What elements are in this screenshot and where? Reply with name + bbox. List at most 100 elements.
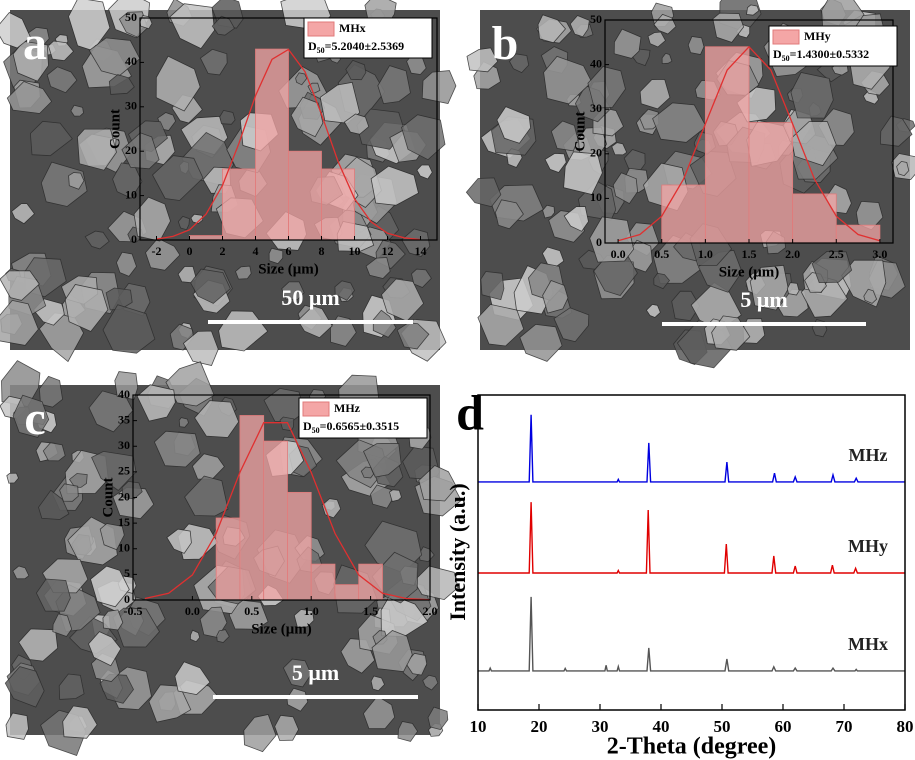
x-axis-label: Size (μm): [719, 264, 780, 280]
x-tick-label: 80: [897, 717, 914, 736]
histogram-bar: [240, 416, 264, 601]
histogram-bar: [662, 185, 706, 243]
histogram-bar: [359, 564, 383, 600]
x-tick-label: 10: [349, 244, 361, 258]
y-axis-label: Count: [100, 477, 116, 517]
x-tick-label: 0.5: [654, 247, 669, 261]
sem-particle: [791, 73, 833, 119]
histogram-bar: [264, 441, 288, 600]
legend-swatch: [773, 30, 799, 44]
x-tick-label: 12: [382, 244, 394, 258]
y-tick-label: 30: [118, 438, 130, 452]
d50-subscript: 50: [317, 46, 325, 55]
x-tick-label: 0.5: [244, 604, 259, 618]
y-tick-label: 5: [124, 566, 130, 580]
x-tick-label: 10: [470, 717, 487, 736]
d50-symbol: D: [303, 419, 312, 433]
x-tick-label: 60: [775, 717, 792, 736]
histogram-bar: [223, 169, 256, 240]
y-tick-label: 30: [125, 99, 137, 113]
x-tick-label: 2.0: [423, 604, 438, 618]
d50-value: =0.6565±0.3515: [320, 419, 399, 433]
y-tick-label: 20: [118, 489, 130, 503]
x-tick-label: 1.5: [742, 247, 757, 261]
y-tick-label: 20: [125, 143, 137, 157]
y-tick-label: 15: [118, 515, 130, 529]
y-tick-label: 0: [124, 592, 130, 606]
series-label: MHz: [849, 445, 888, 465]
x-tick-label: -2: [152, 244, 162, 258]
y-tick-label: 10: [590, 190, 602, 204]
y-tick-label: 25: [118, 464, 130, 478]
histogram-bar: [287, 492, 311, 600]
page: {"chart_data": [ {"type": "histogram", "…: [0, 0, 915, 760]
sem-particle: [6, 713, 29, 739]
y-tick-label: 20: [590, 146, 602, 160]
panel-letter: a: [23, 17, 47, 70]
x-tick-label: 2.5: [829, 247, 844, 261]
sem-particle: [60, 484, 79, 502]
x-tick-label: 8: [319, 244, 325, 258]
y-tick-label: 35: [118, 412, 130, 426]
series-label: MHy: [848, 536, 888, 556]
x-tick-label: 1.0: [698, 247, 713, 261]
legend-swatch: [303, 402, 329, 416]
x-axis-label: Size (μm): [258, 261, 319, 277]
x-tick-label: 0.0: [185, 604, 200, 618]
histogram-bar: [311, 564, 335, 600]
panel-letter: b: [492, 17, 519, 70]
d50-value: =1.4300±0.5332: [790, 47, 869, 61]
scale-bar-label: 50 μm: [281, 285, 339, 310]
xrd-line: [478, 502, 905, 573]
y-tick-label: 40: [590, 56, 602, 70]
histogram-bar: [749, 123, 793, 243]
histogram-bar: [335, 585, 359, 600]
d50-symbol: D: [308, 39, 317, 53]
x-tick-label: 2: [220, 244, 226, 258]
y-axis-label: Count: [107, 109, 123, 149]
sem-particle: [481, 272, 504, 300]
legend-label: MHy: [804, 29, 831, 43]
scale-bar-label: 5 μm: [740, 287, 787, 312]
y-tick-label: 10: [118, 541, 130, 555]
histogram-bar: [322, 169, 355, 240]
x-tick-label: 3.0: [872, 247, 887, 261]
axes-frame: [478, 395, 905, 710]
sem-particle: [688, 37, 704, 55]
x-tick-label: 70: [836, 717, 853, 736]
legend-swatch: [308, 22, 334, 36]
x-tick-label: 0: [187, 244, 193, 258]
panel-letter: c: [24, 392, 45, 445]
y-tick-label: 50: [590, 12, 602, 26]
x-tick-label: 14: [415, 244, 427, 258]
sem-particle: [220, 110, 235, 124]
y-tick-label: 0: [131, 232, 137, 246]
histogram-bar: [216, 518, 240, 600]
legend-label: MHz: [334, 401, 361, 415]
d50-subscript: 50: [782, 54, 790, 63]
histogram-bar: [793, 194, 837, 243]
y-tick-label: 30: [590, 101, 602, 115]
d50-value: =5.2040±2.5369: [325, 39, 404, 53]
y-axis-label: Intensity (a.u.): [445, 483, 470, 621]
d50-subscript: 50: [312, 426, 320, 435]
x-tick-label: 20: [531, 717, 548, 736]
y-tick-label: 50: [125, 10, 137, 24]
x-tick-label: 0.0: [611, 247, 626, 261]
y-tick-label: 40: [118, 387, 130, 401]
histogram-bar: [256, 49, 289, 240]
histogram-bar: [289, 151, 322, 240]
histogram-bar: [705, 47, 749, 243]
sem-particle: [787, 283, 799, 295]
y-tick-label: 0: [596, 235, 602, 249]
x-tick-label: 1.0: [304, 604, 319, 618]
sem-particle: [280, 417, 294, 431]
figure: a50 μm-20246810121401020304050Size (μm)C…: [0, 0, 915, 760]
series-label: MHx: [848, 634, 888, 654]
legend-label: MHx: [339, 21, 366, 35]
x-tick-label: 2.0: [785, 247, 800, 261]
x-axis-label: Size (μm): [251, 621, 312, 637]
x-tick-label: -0.5: [124, 604, 143, 618]
xrd-line: [478, 597, 905, 671]
y-axis-label: Count: [572, 111, 588, 151]
